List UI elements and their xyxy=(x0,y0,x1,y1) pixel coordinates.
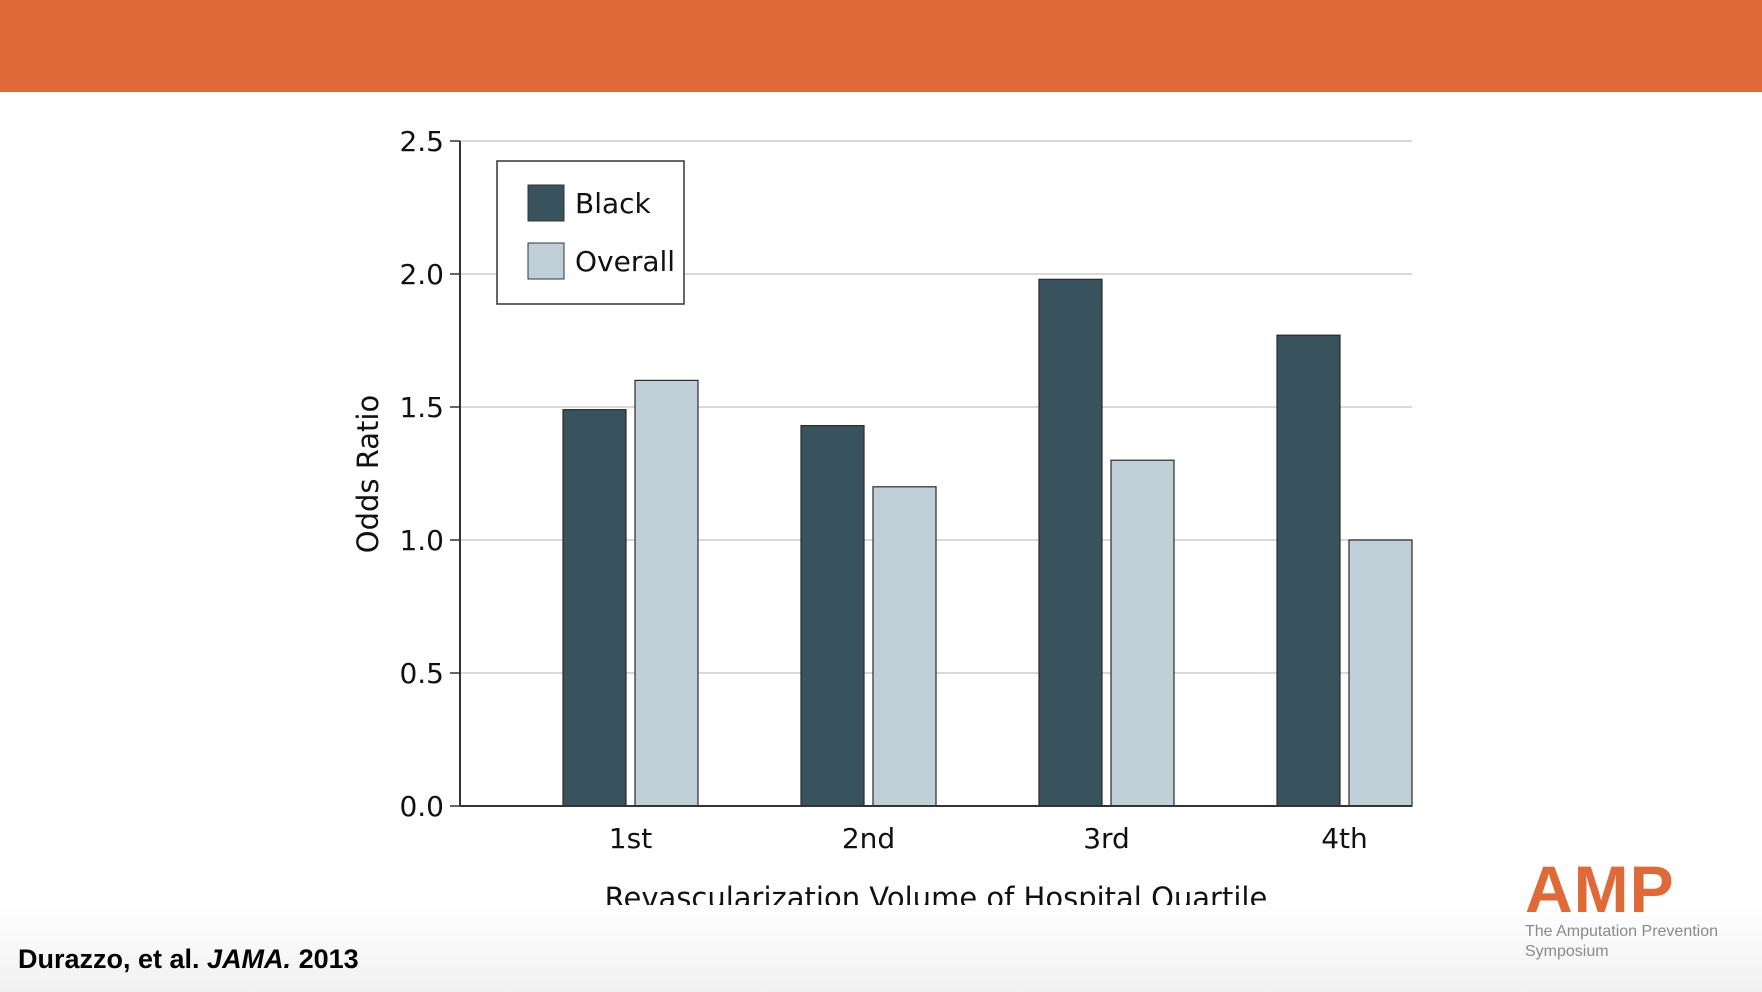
legend-swatch-overall xyxy=(527,242,565,280)
tick-labels: 0.0 0.5 1.0 1.5 2.0 2.5 1st 2nd 3rd 4th xyxy=(399,125,1367,855)
amp-logo: AMP The Amputation Prevention Symposium xyxy=(1525,856,1735,962)
citation-authors: Durazzo, et al. xyxy=(18,944,208,974)
x-tick-label: 3rd xyxy=(1083,822,1130,855)
y-tick-label: 2.5 xyxy=(399,125,444,158)
y-tick-label: 1.5 xyxy=(399,391,444,424)
y-tick-label: 0.0 xyxy=(399,790,444,823)
bar-black-2nd xyxy=(800,425,865,807)
bar-overall-1st xyxy=(634,379,699,807)
amp-logo-mark: AMP xyxy=(1525,852,1675,926)
y-axis-label: Odds Ratio xyxy=(351,395,385,553)
amp-logo-subtitle: The Amputation Prevention Symposium xyxy=(1525,923,1719,960)
bar-overall-3rd xyxy=(1110,459,1175,807)
citation-year: 2013 xyxy=(291,944,359,974)
bar-black-4th xyxy=(1276,334,1341,807)
citation: Durazzo, et al. JAMA. 2013 xyxy=(18,944,359,975)
citation-journal: JAMA. xyxy=(207,944,292,974)
bar-overall-4th xyxy=(1348,539,1413,807)
axes xyxy=(450,140,1412,807)
legend-label-black: Black xyxy=(575,187,652,220)
x-tick-label: 2nd xyxy=(842,822,895,855)
header-bar xyxy=(0,0,1762,92)
legend-label-overall: Overall xyxy=(575,245,675,278)
legend-swatch-black xyxy=(527,184,565,222)
bar-overall-2nd xyxy=(872,486,937,807)
x-tick-label: 4th xyxy=(1321,822,1368,855)
y-tick-label: 2.0 xyxy=(399,258,444,291)
y-tick-label: 1.0 xyxy=(399,524,444,557)
x-tick-label: 1st xyxy=(609,822,652,855)
legend: Black Overall xyxy=(496,160,685,305)
y-tick-label: 0.5 xyxy=(399,657,444,690)
bar-black-1st xyxy=(562,409,627,807)
legend-box xyxy=(496,160,685,305)
footer-shade xyxy=(0,905,1762,992)
bar-black-3rd xyxy=(1038,278,1103,807)
bars xyxy=(562,278,1413,807)
